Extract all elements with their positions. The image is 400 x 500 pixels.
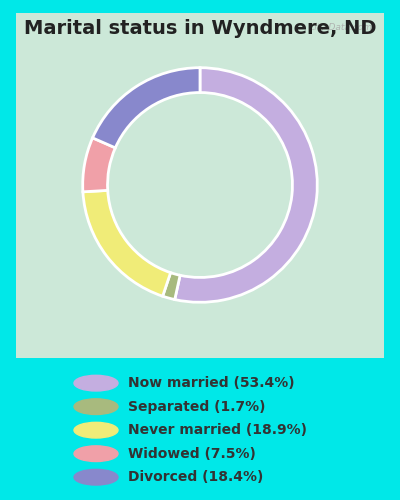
- Circle shape: [74, 376, 118, 391]
- Text: Widowed (7.5%): Widowed (7.5%): [128, 446, 256, 460]
- FancyBboxPatch shape: [16, 12, 384, 358]
- Circle shape: [74, 422, 118, 438]
- Wedge shape: [92, 68, 200, 148]
- Text: Marital status in Wyndmere, ND: Marital status in Wyndmere, ND: [24, 19, 376, 38]
- Text: Separated (1.7%): Separated (1.7%): [128, 400, 266, 413]
- Text: City-Data.com: City-Data.com: [309, 23, 373, 32]
- Wedge shape: [175, 68, 317, 302]
- Text: Divorced (18.4%): Divorced (18.4%): [128, 470, 263, 484]
- Text: Now married (53.4%): Now married (53.4%): [128, 376, 295, 390]
- Circle shape: [74, 399, 118, 414]
- Wedge shape: [83, 138, 115, 192]
- Circle shape: [74, 470, 118, 485]
- Wedge shape: [163, 272, 180, 299]
- Wedge shape: [83, 190, 170, 296]
- Circle shape: [74, 446, 118, 462]
- Text: Never married (18.9%): Never married (18.9%): [128, 423, 307, 437]
